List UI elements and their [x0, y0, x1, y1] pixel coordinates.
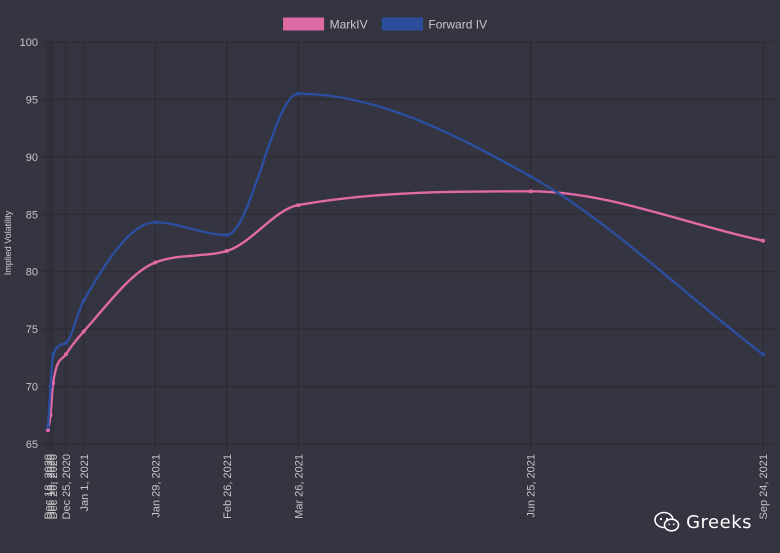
data-point[interactable]: [153, 260, 158, 265]
data-point[interactable]: [81, 329, 86, 334]
x-tick-label: Jan 1, 2021: [79, 454, 91, 512]
data-point[interactable]: [63, 340, 68, 345]
data-point[interactable]: [224, 249, 229, 254]
data-point[interactable]: [48, 384, 53, 389]
series-forward-iv: [46, 91, 765, 429]
data-point[interactable]: [81, 298, 86, 303]
wechat-icon: [654, 511, 680, 532]
y-tick-label: 75: [26, 324, 38, 336]
x-tick-label: Dec 20, 2020: [48, 454, 60, 519]
x-tick-label: Jan 29, 2021: [150, 454, 162, 518]
legend-label: MarkIV: [330, 18, 368, 32]
y-tick-label: 95: [26, 94, 38, 106]
data-point[interactable]: [51, 381, 56, 386]
y-tick-label: 100: [20, 37, 38, 49]
legend-label: Forward IV: [428, 18, 487, 32]
y-tick-label: 85: [26, 209, 38, 221]
watermark-text: Greeks: [686, 511, 752, 533]
x-tick-label: Dec 19, 2020: [46, 454, 58, 519]
data-point[interactable]: [528, 189, 533, 194]
series-markiv: [46, 189, 765, 433]
legend-item-markiv[interactable]: MarkIV: [283, 17, 368, 32]
x-tick-label: Jun 25, 2021: [526, 454, 538, 518]
data-point[interactable]: [46, 424, 50, 429]
data-point[interactable]: [63, 352, 68, 357]
x-tick-label: Feb 26, 2021: [222, 454, 234, 519]
series-layer: [46, 91, 765, 433]
x-tick-label: Dec 25, 2020: [61, 454, 73, 519]
legend-swatch: [283, 17, 325, 31]
data-point[interactable]: [296, 91, 301, 96]
y-axis-title: Implied Volatility: [3, 210, 13, 275]
data-point[interactable]: [761, 352, 765, 357]
watermark: Greeks: [654, 511, 752, 533]
y-tick-label: 65: [26, 439, 38, 451]
data-point[interactable]: [224, 232, 229, 237]
legend-swatch: [381, 17, 423, 31]
data-point[interactable]: [761, 238, 765, 243]
x-tick-label: Dec 18, 2020: [43, 454, 55, 519]
data-point[interactable]: [296, 203, 301, 208]
y-tick-label: 90: [26, 152, 38, 164]
x-tick-label: Mar 26, 2021: [293, 454, 305, 519]
x-tick-label: Sep 24, 2021: [758, 454, 770, 519]
grid: [42, 41, 775, 450]
y-axis-ticks: 65 70 75 80 85 90 95 100: [20, 37, 38, 451]
data-point[interactable]: [528, 174, 533, 179]
legend[interactable]: MarkIV Forward IV: [283, 17, 487, 32]
data-point[interactable]: [51, 352, 56, 357]
y-tick-label: 70: [26, 382, 38, 394]
legend-item-forward-iv[interactable]: Forward IV: [381, 17, 487, 32]
data-point[interactable]: [153, 220, 158, 225]
y-tick-label: 80: [26, 267, 38, 279]
data-point[interactable]: [46, 428, 50, 433]
